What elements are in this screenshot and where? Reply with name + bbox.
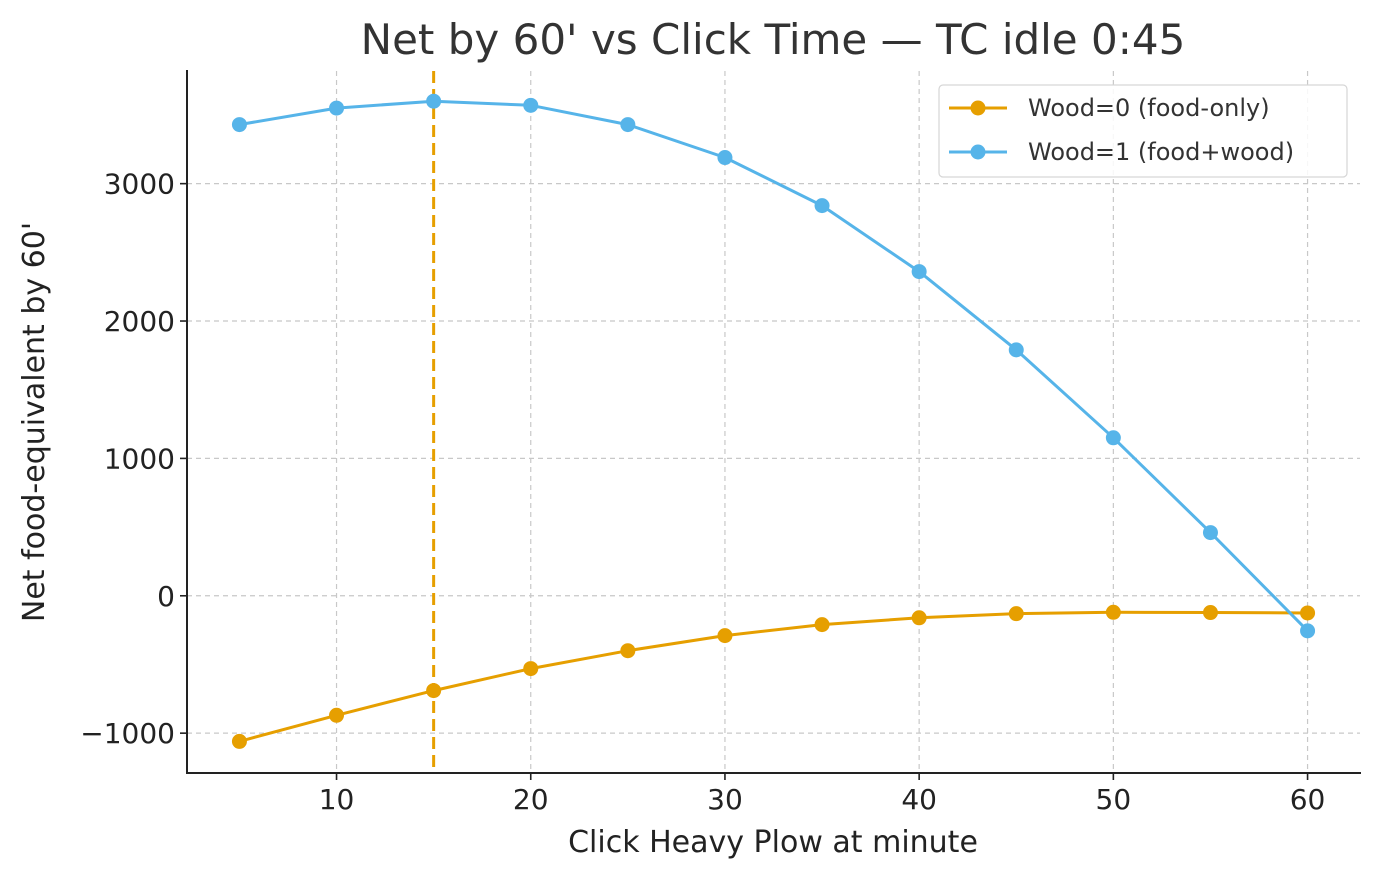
series-1-point-10: [1202, 525, 1218, 541]
series-1-point-7: [911, 264, 927, 280]
series-0-point-7: [911, 610, 927, 626]
x-tick-label-5: 60: [1290, 783, 1326, 816]
y-tick-label-0: −1000: [80, 717, 175, 750]
series-0-point-4: [620, 643, 636, 659]
series-1-point-8: [1008, 342, 1024, 358]
x-tick-label-4: 50: [1096, 783, 1132, 816]
series-0-point-6: [814, 617, 830, 633]
series-0: [231, 604, 1316, 749]
series-1-point-0: [231, 117, 247, 133]
y-tick-label-3: 2000: [104, 305, 175, 338]
series-1-point-3: [523, 97, 539, 113]
legend-marker-1: [970, 144, 986, 160]
x-ticks: 10 20 30 40 50 60: [319, 773, 1326, 816]
series-1: [231, 93, 1316, 639]
series-0-point-9: [1105, 604, 1121, 620]
series-0-point-8: [1008, 606, 1024, 622]
series-1-point-5: [717, 150, 733, 166]
series-1-point-1: [329, 100, 345, 116]
series-0-point-10: [1202, 605, 1218, 621]
x-tick-label-1: 20: [513, 783, 549, 816]
grid: [187, 71, 1360, 773]
x-axis-label: Click Heavy Plow at minute: [568, 825, 978, 860]
series-1-point-11: [1300, 623, 1316, 639]
y-axis-label: Net food-equivalent by 60': [17, 222, 52, 622]
axes: [186, 70, 1361, 774]
chart-title: Net by 60' vs Click Time — TC idle 0:45: [361, 15, 1186, 64]
y-tick-label-1: 0: [157, 580, 175, 613]
series-0-point-1: [329, 707, 345, 723]
series-layer: [231, 93, 1316, 749]
legend-label-1: Wood=1 (food+wood): [1028, 138, 1294, 166]
x-tick-label-3: 40: [901, 783, 937, 816]
y-tick-label-4: 3000: [104, 168, 175, 201]
series-0-point-0: [231, 733, 247, 749]
series-1-point-9: [1105, 430, 1121, 446]
series-0-point-5: [717, 628, 733, 644]
x-tick-label-0: 10: [319, 783, 355, 816]
series-0-point-2: [426, 683, 442, 699]
series-0-point-11: [1300, 605, 1316, 621]
legend-box: [938, 84, 1348, 178]
x-tick-label-2: 30: [707, 783, 743, 816]
series-1-point-2: [426, 93, 442, 109]
series-line-1: [239, 99, 1309, 632]
y-ticks: −1000 0 1000 2000 3000: [80, 168, 187, 750]
series-line-0: [239, 610, 1308, 743]
legend-marker-0: [970, 100, 986, 116]
legend: Wood=0 (food-only) Wood=1 (food+wood): [938, 84, 1348, 178]
series-1-point-4: [620, 117, 636, 133]
y-tick-label-2: 1000: [104, 442, 175, 475]
legend-label-0: Wood=0 (food-only): [1028, 94, 1270, 122]
series-0-point-3: [523, 661, 539, 677]
series-1-point-6: [814, 198, 830, 214]
